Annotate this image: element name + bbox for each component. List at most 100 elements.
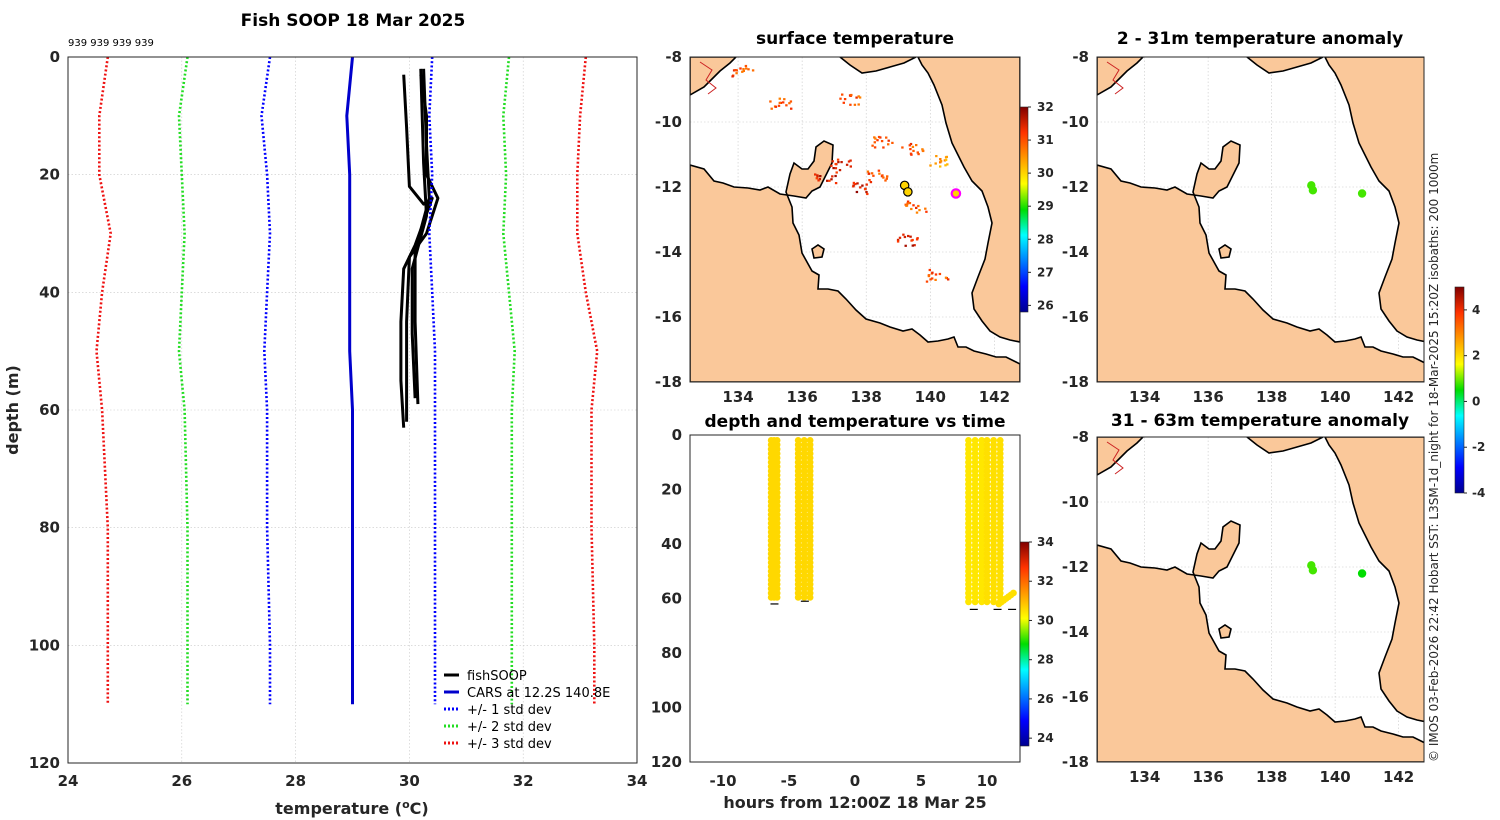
sst-pixel	[921, 148, 924, 151]
sst-pixel	[873, 146, 877, 149]
sst-pixel	[884, 179, 887, 182]
sst-pixel	[944, 276, 948, 279]
sst-pixel	[788, 102, 791, 105]
sst-pixel	[826, 179, 829, 182]
sst-pixel	[916, 237, 919, 240]
sst-pixel	[774, 105, 778, 108]
depth-time-colorbar-tick: 34	[1037, 535, 1054, 549]
sst-pixel	[944, 164, 947, 167]
sst-pixel	[834, 162, 837, 166]
sst-pixel	[849, 103, 852, 106]
anomaly-lower-lon-tick: 136	[1192, 768, 1223, 786]
sst-pixel	[905, 204, 909, 207]
sst-pixel	[828, 179, 831, 182]
sst-pixel	[887, 143, 890, 146]
sst-pixel	[944, 158, 948, 161]
depth-time-sample	[800, 594, 808, 601]
sst-pixel	[929, 164, 932, 167]
sst-pixel	[931, 271, 934, 274]
sst-pixel	[887, 139, 890, 142]
anomaly-lower-lon-tick: 134	[1129, 768, 1160, 786]
surface-map-panel: surface temperature 134 136 138 140 142 -8 -10…	[655, 29, 1054, 406]
profile-x-label: temperature (oC)	[275, 798, 428, 818]
sst-pixel	[873, 136, 876, 139]
sst-pixel	[912, 149, 915, 152]
depth-time-y-tick: 20	[661, 481, 682, 499]
profile-x-tick: 32	[513, 772, 534, 790]
sst-pixel	[871, 144, 874, 147]
surface-colorbar-tick: 27	[1037, 265, 1054, 279]
profile-line--3-std-dev	[576, 56, 599, 705]
sst-pixel	[790, 107, 793, 110]
anomaly-lower-lat-tick: -12	[1062, 558, 1089, 576]
sst-pixel	[816, 175, 819, 178]
profile-line-fishsoop-profile-4	[410, 68, 428, 399]
sst-pixel	[939, 158, 942, 161]
sst-pixel	[915, 144, 918, 147]
profile-x-ticks: 24 26 28 30 32 34	[58, 772, 648, 790]
sst-pixel	[819, 175, 822, 178]
sst-pixel	[911, 238, 914, 242]
anomaly-upper-isobath	[1106, 61, 1124, 95]
anomaly-lower-lat-tick: -8	[1072, 428, 1089, 446]
sst-pixel	[834, 174, 837, 178]
profile-y-ticks: 0 20 40 60 80 100 120	[29, 48, 60, 772]
anomaly-upper-lon-tick: 136	[1192, 388, 1223, 406]
sst-pixel	[731, 75, 734, 78]
sst-pixel	[901, 146, 904, 149]
sst-pixel	[885, 136, 888, 139]
sst-pixel	[917, 153, 920, 156]
sst-pixel	[882, 146, 885, 149]
surface-map-lat-tick: -18	[655, 373, 682, 391]
sst-pixel	[739, 67, 742, 70]
sst-pixel	[906, 202, 909, 205]
sst-pixel	[818, 178, 821, 181]
anomaly-lower-lon-tick: 142	[1383, 768, 1414, 786]
anomaly-lower-lon-tick: 138	[1256, 768, 1287, 786]
sst-pixel	[751, 69, 755, 72]
surface-map-lon-tick: 140	[915, 388, 946, 406]
sst-pixel	[917, 204, 920, 208]
sst-pixel	[909, 152, 913, 155]
sst-pixel	[837, 161, 840, 164]
surface-map-lat-tick: -8	[665, 48, 682, 66]
depth-time-x-tick: 10	[977, 772, 998, 790]
sst-pixel	[831, 160, 834, 163]
surface-map-colorbar	[1019, 106, 1029, 313]
sst-pixel	[925, 280, 929, 283]
surface-map-lat-tick: -16	[655, 308, 682, 326]
anomaly-upper-lat-tick: -8	[1072, 48, 1089, 66]
sst-pixel	[849, 165, 852, 168]
sst-pixel	[870, 172, 874, 175]
depth-time-x-tick: 0	[850, 772, 860, 790]
sst-pixel	[857, 103, 860, 106]
sst-pixel	[834, 182, 838, 185]
sst-pixel	[831, 175, 834, 178]
sst-pixel	[745, 67, 748, 70]
sst-pixel	[853, 103, 857, 106]
sst-pixel	[915, 206, 918, 209]
sst-pixel	[869, 181, 873, 184]
surface-colorbar-tick: 31	[1037, 133, 1054, 147]
sst-pixel	[866, 170, 870, 173]
sst-pixel	[877, 169, 881, 172]
sst-pixel	[841, 93, 844, 96]
anomaly-upper-frame	[1096, 56, 1425, 383]
sst-pixel	[874, 137, 877, 140]
profile-x-tick: 28	[285, 772, 306, 790]
sst-pixel	[947, 278, 950, 281]
profile-line--2-std-dev	[502, 56, 516, 705]
sst-pixel	[908, 202, 912, 205]
sst-pixel	[912, 204, 915, 207]
profile-legend: fishSOOP CARS at 12.2S 140.8E +/- 1 std …	[444, 669, 610, 752]
depth-time-colorbar-tick: 26	[1037, 692, 1054, 706]
depth-time-title: depth and temperature vs time	[705, 412, 1006, 432]
sst-pixel	[934, 278, 937, 281]
sst-pixel	[907, 234, 910, 238]
sst-pixel	[778, 101, 781, 104]
depth-time-x-tick: 5	[916, 772, 926, 790]
surface-map-ticks: 134 136 138 140 142 -8 -10 -12 -14 -16 -18	[655, 48, 1010, 406]
anomaly-colorbar-tick: 4	[1472, 303, 1480, 317]
